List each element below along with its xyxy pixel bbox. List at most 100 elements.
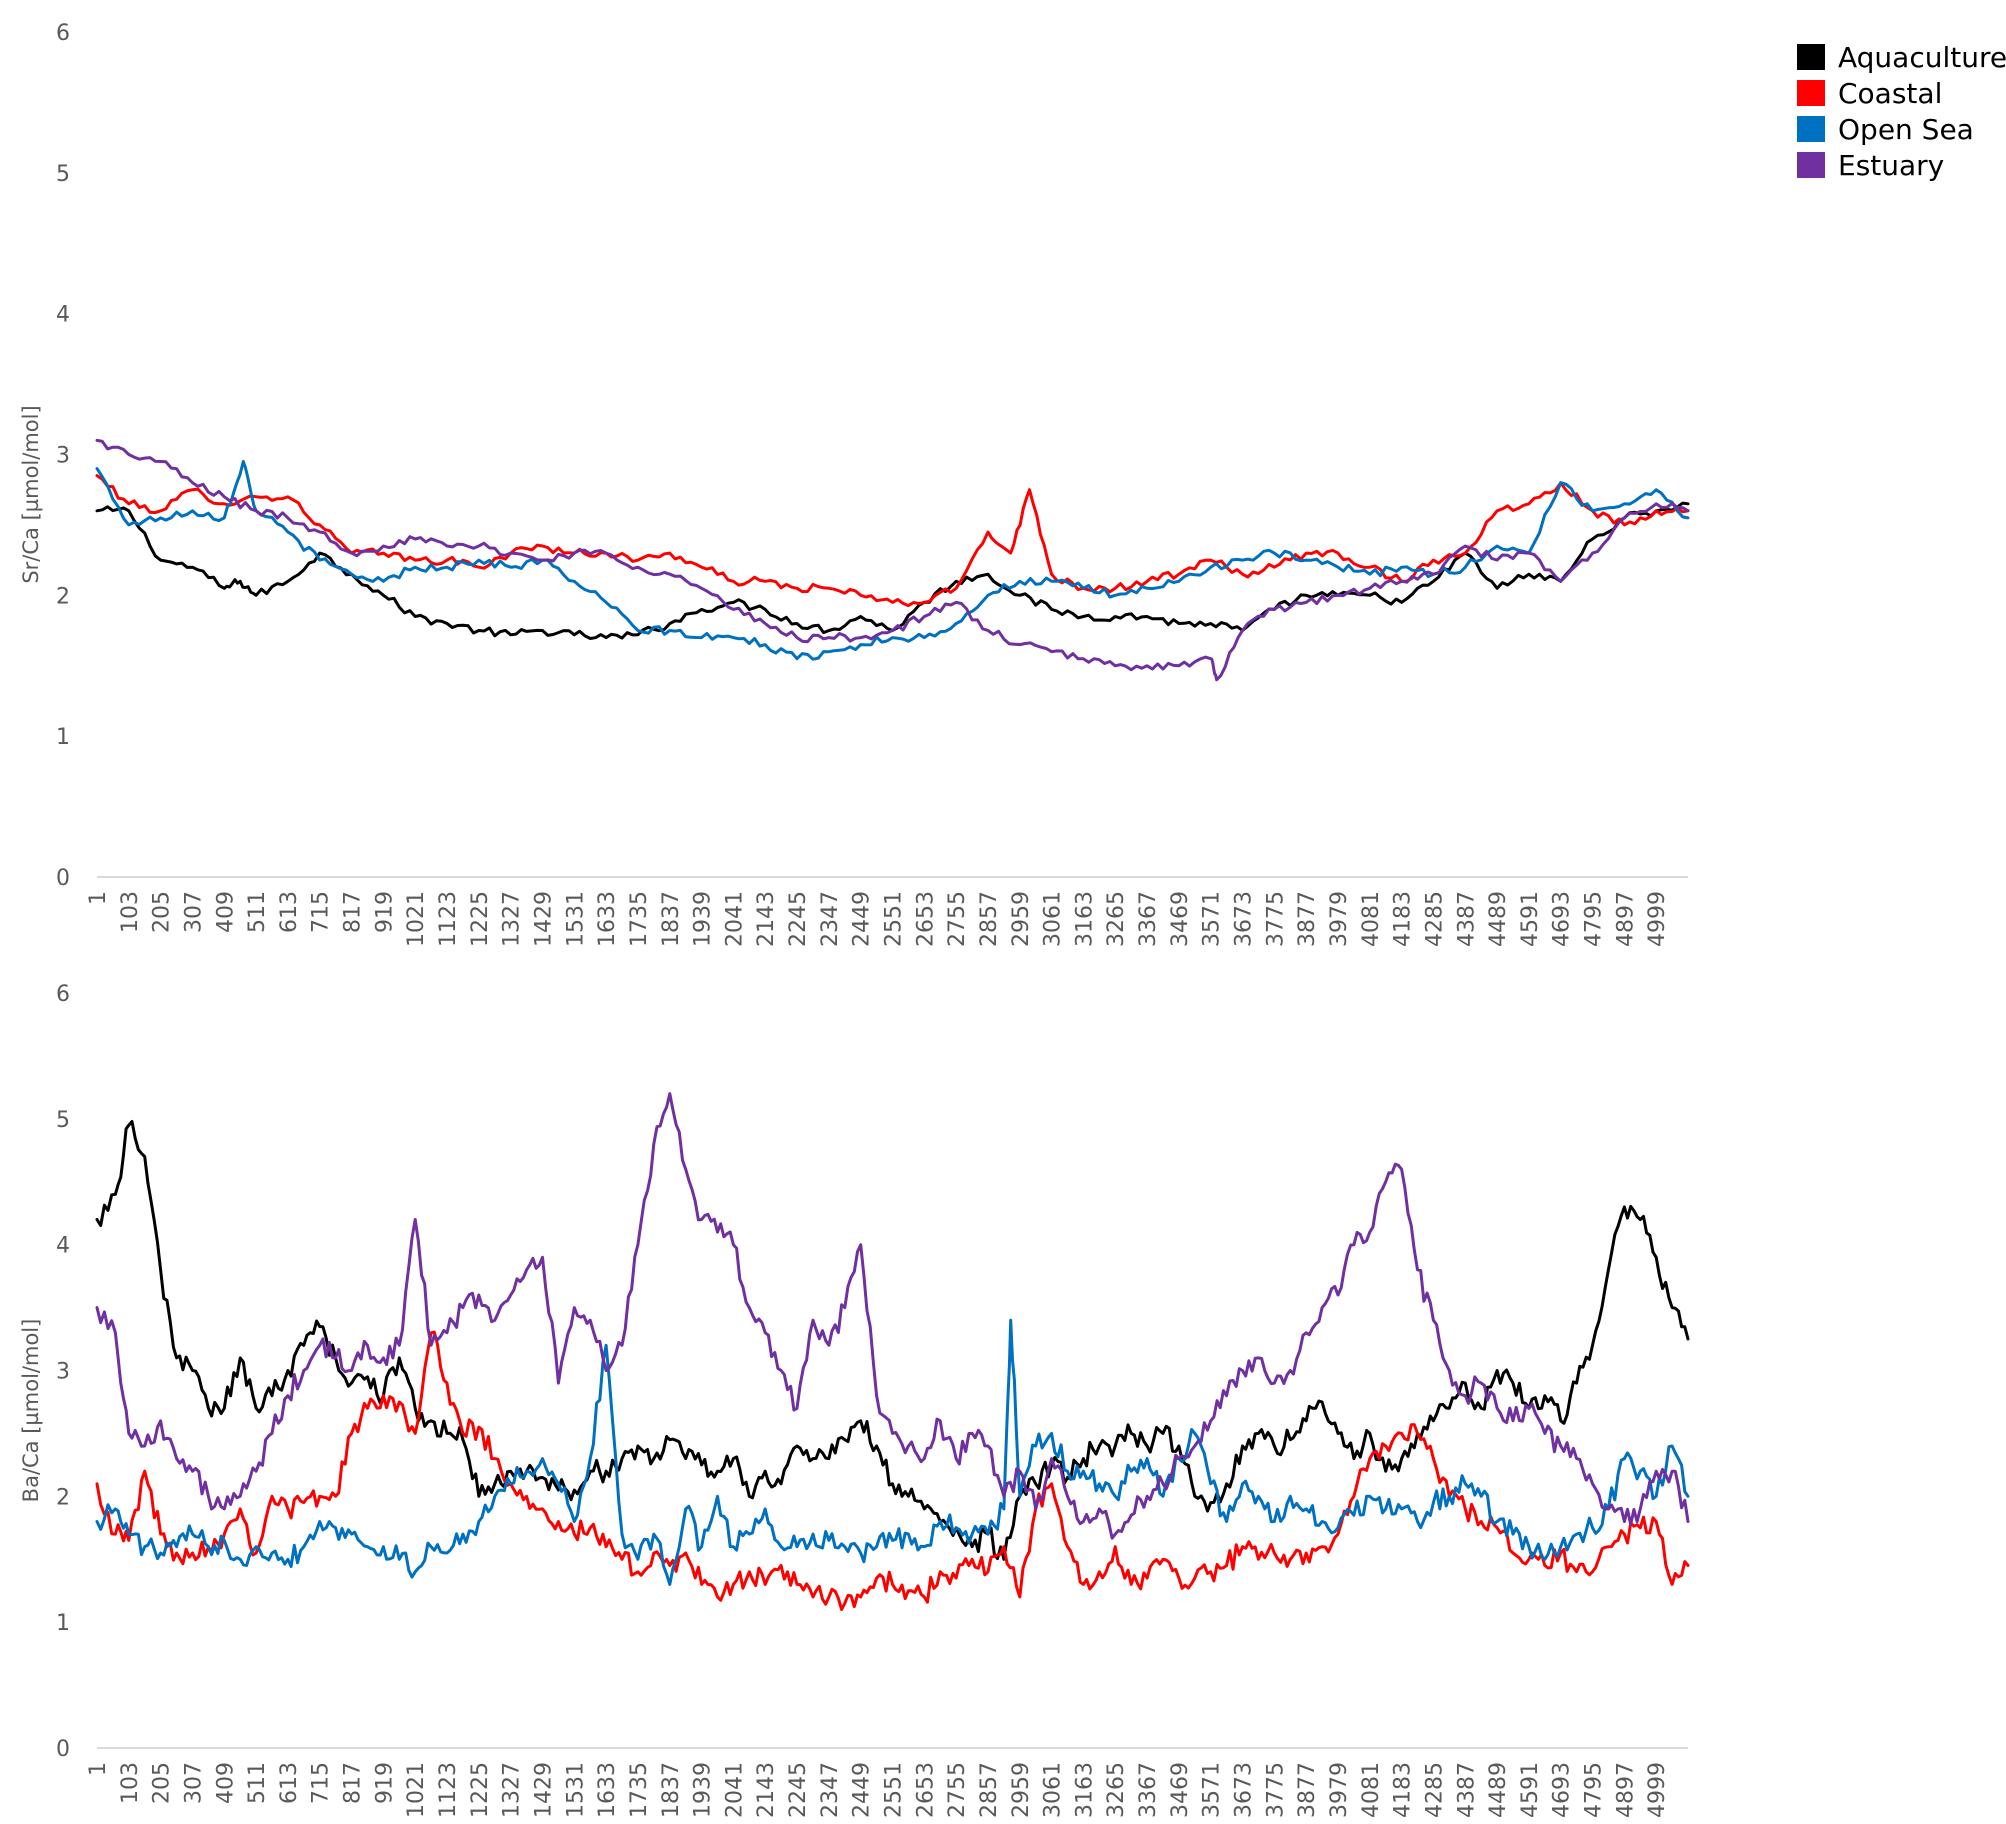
x-tick-label: 2959	[1009, 891, 1034, 947]
legend-label: Coastal	[1838, 77, 1942, 110]
x-tick-label: 3469	[1168, 1762, 1193, 1818]
x-tick-label: 1429	[531, 1762, 556, 1818]
x-tick-label: 1123	[436, 891, 461, 947]
x-tick-label: 3775	[1263, 891, 1288, 947]
y-tick-label: 2	[56, 584, 70, 609]
x-tick-label: 103	[118, 1762, 143, 1804]
x-tick-label: 3877	[1295, 1762, 1320, 1818]
x-tick-label: 4897	[1613, 1762, 1638, 1818]
x-tick-label: 817	[341, 1762, 366, 1804]
x-tick-label: 2143	[754, 1762, 779, 1818]
x-tick-label: 4999	[1645, 1762, 1670, 1818]
x-tick-label: 4387	[1454, 891, 1479, 947]
x-tick-label: 4999	[1645, 891, 1670, 947]
x-tick-label: 2347	[818, 1762, 843, 1818]
x-tick-label: 3979	[1327, 891, 1352, 947]
series-line-open-sea	[95, 460, 1690, 661]
y-tick-label: 4	[56, 303, 70, 328]
y-tick-label: 1	[56, 1611, 70, 1636]
ba-ca-y-axis-label: Ba/Ca [µmol/mol]	[19, 1319, 43, 1503]
x-tick-label: 2959	[1009, 1762, 1034, 1818]
y-tick-label: 3	[56, 1360, 70, 1385]
x-tick-label: 2449	[850, 891, 875, 947]
x-tick-label: 1633	[595, 891, 620, 947]
x-tick-label: 3367	[1136, 1762, 1161, 1818]
legend-label: Aquaculture	[1838, 41, 2006, 74]
x-tick-label: 3265	[1104, 1762, 1129, 1818]
x-tick-label: 4285	[1422, 1762, 1447, 1818]
x-tick-label: 4795	[1582, 891, 1607, 947]
x-tick-label: 1939	[691, 1762, 716, 1818]
x-tick-label: 1225	[468, 1762, 493, 1818]
x-tick-label: 3367	[1136, 891, 1161, 947]
series-line-coastal	[95, 474, 1690, 608]
x-tick-label: 1633	[595, 1762, 620, 1818]
x-tick-label: 715	[309, 1762, 334, 1804]
x-tick-label: 1837	[659, 1762, 684, 1818]
x-tick-label: 2143	[754, 891, 779, 947]
y-tick-label: 0	[56, 1737, 70, 1762]
x-tick-label: 4081	[1359, 891, 1384, 947]
x-tick-label: 3163	[1072, 891, 1097, 947]
x-tick-label: 1735	[627, 891, 652, 947]
ba-ca-chart: Ba/Ca [µmol/mol] 0 1 2 3 4 5 6 1 103 205 307 409 511…	[19, 982, 1690, 1818]
x-tick-label: 4285	[1422, 891, 1447, 947]
x-tick-label: 1531	[563, 891, 588, 947]
x-tick-label: 3061	[1041, 891, 1066, 947]
x-tick-label: 103	[118, 891, 143, 933]
y-tick-label: 2	[56, 1485, 70, 1510]
x-tick-label: 1939	[691, 891, 716, 947]
x-tick-label: 1735	[627, 1762, 652, 1818]
x-tick-label: 613	[277, 891, 302, 933]
y-tick-label: 3	[56, 444, 70, 469]
x-tick-label: 2245	[786, 1762, 811, 1818]
x-tick-label: 613	[277, 1762, 302, 1804]
x-tick-label: 1	[86, 891, 111, 905]
series-line-estuary	[95, 1092, 1690, 1540]
x-tick-label: 2857	[977, 891, 1002, 947]
x-tick-label: 3673	[1232, 891, 1257, 947]
y-tick-label: 4	[56, 1234, 70, 1259]
legend-swatch	[1797, 80, 1825, 106]
x-tick-label: 3775	[1263, 1762, 1288, 1818]
x-tick-label: 4897	[1613, 891, 1638, 947]
x-tick-label: 919	[372, 891, 397, 933]
x-tick-label: 1327	[500, 891, 525, 947]
x-tick-label: 3877	[1295, 891, 1320, 947]
series-line-open-sea	[95, 1318, 1690, 1586]
x-tick-label: 2041	[722, 1762, 747, 1818]
x-tick-label: 3163	[1072, 1762, 1097, 1818]
x-tick-label: 2551	[882, 1762, 907, 1818]
x-tick-label: 919	[372, 1762, 397, 1804]
x-tick-label: 409	[213, 891, 238, 933]
x-tick-label: 4795	[1582, 1762, 1607, 1818]
legend-label: Open Sea	[1838, 113, 1974, 146]
x-tick-label: 511	[245, 891, 270, 933]
legend-swatch	[1797, 44, 1825, 70]
x-tick-label: 3979	[1327, 1762, 1352, 1818]
x-tick-label: 3265	[1104, 891, 1129, 947]
x-tick-label: 511	[245, 1762, 270, 1804]
y-tick-label: 5	[56, 162, 70, 187]
x-tick-label: 3673	[1232, 1762, 1257, 1818]
x-tick-label: 2551	[882, 891, 907, 947]
x-tick-label: 2755	[945, 891, 970, 947]
y-tick-label: 1	[56, 725, 70, 750]
x-tick-label: 2857	[977, 1762, 1002, 1818]
x-tick-label: 4591	[1518, 891, 1543, 947]
x-tick-label: 2245	[786, 891, 811, 947]
x-tick-label: 4183	[1391, 1762, 1416, 1818]
x-tick-label: 409	[213, 1762, 238, 1804]
x-tick-label: 1	[86, 1762, 111, 1776]
x-tick-label: 2653	[913, 1762, 938, 1818]
y-tick-label: 5	[56, 1108, 70, 1133]
x-tick-label: 4183	[1391, 891, 1416, 947]
x-tick-label: 1327	[500, 1762, 525, 1818]
x-tick-label: 4591	[1518, 1762, 1543, 1818]
x-tick-label: 1123	[436, 1762, 461, 1818]
y-tick-label: 6	[56, 21, 70, 46]
x-tick-label: 4387	[1454, 1762, 1479, 1818]
sr-ca-chart: Sr/Ca [µmol/mol] 0 1 2 3 4 5 6 1 103 205 307 409 511…	[19, 21, 1690, 947]
